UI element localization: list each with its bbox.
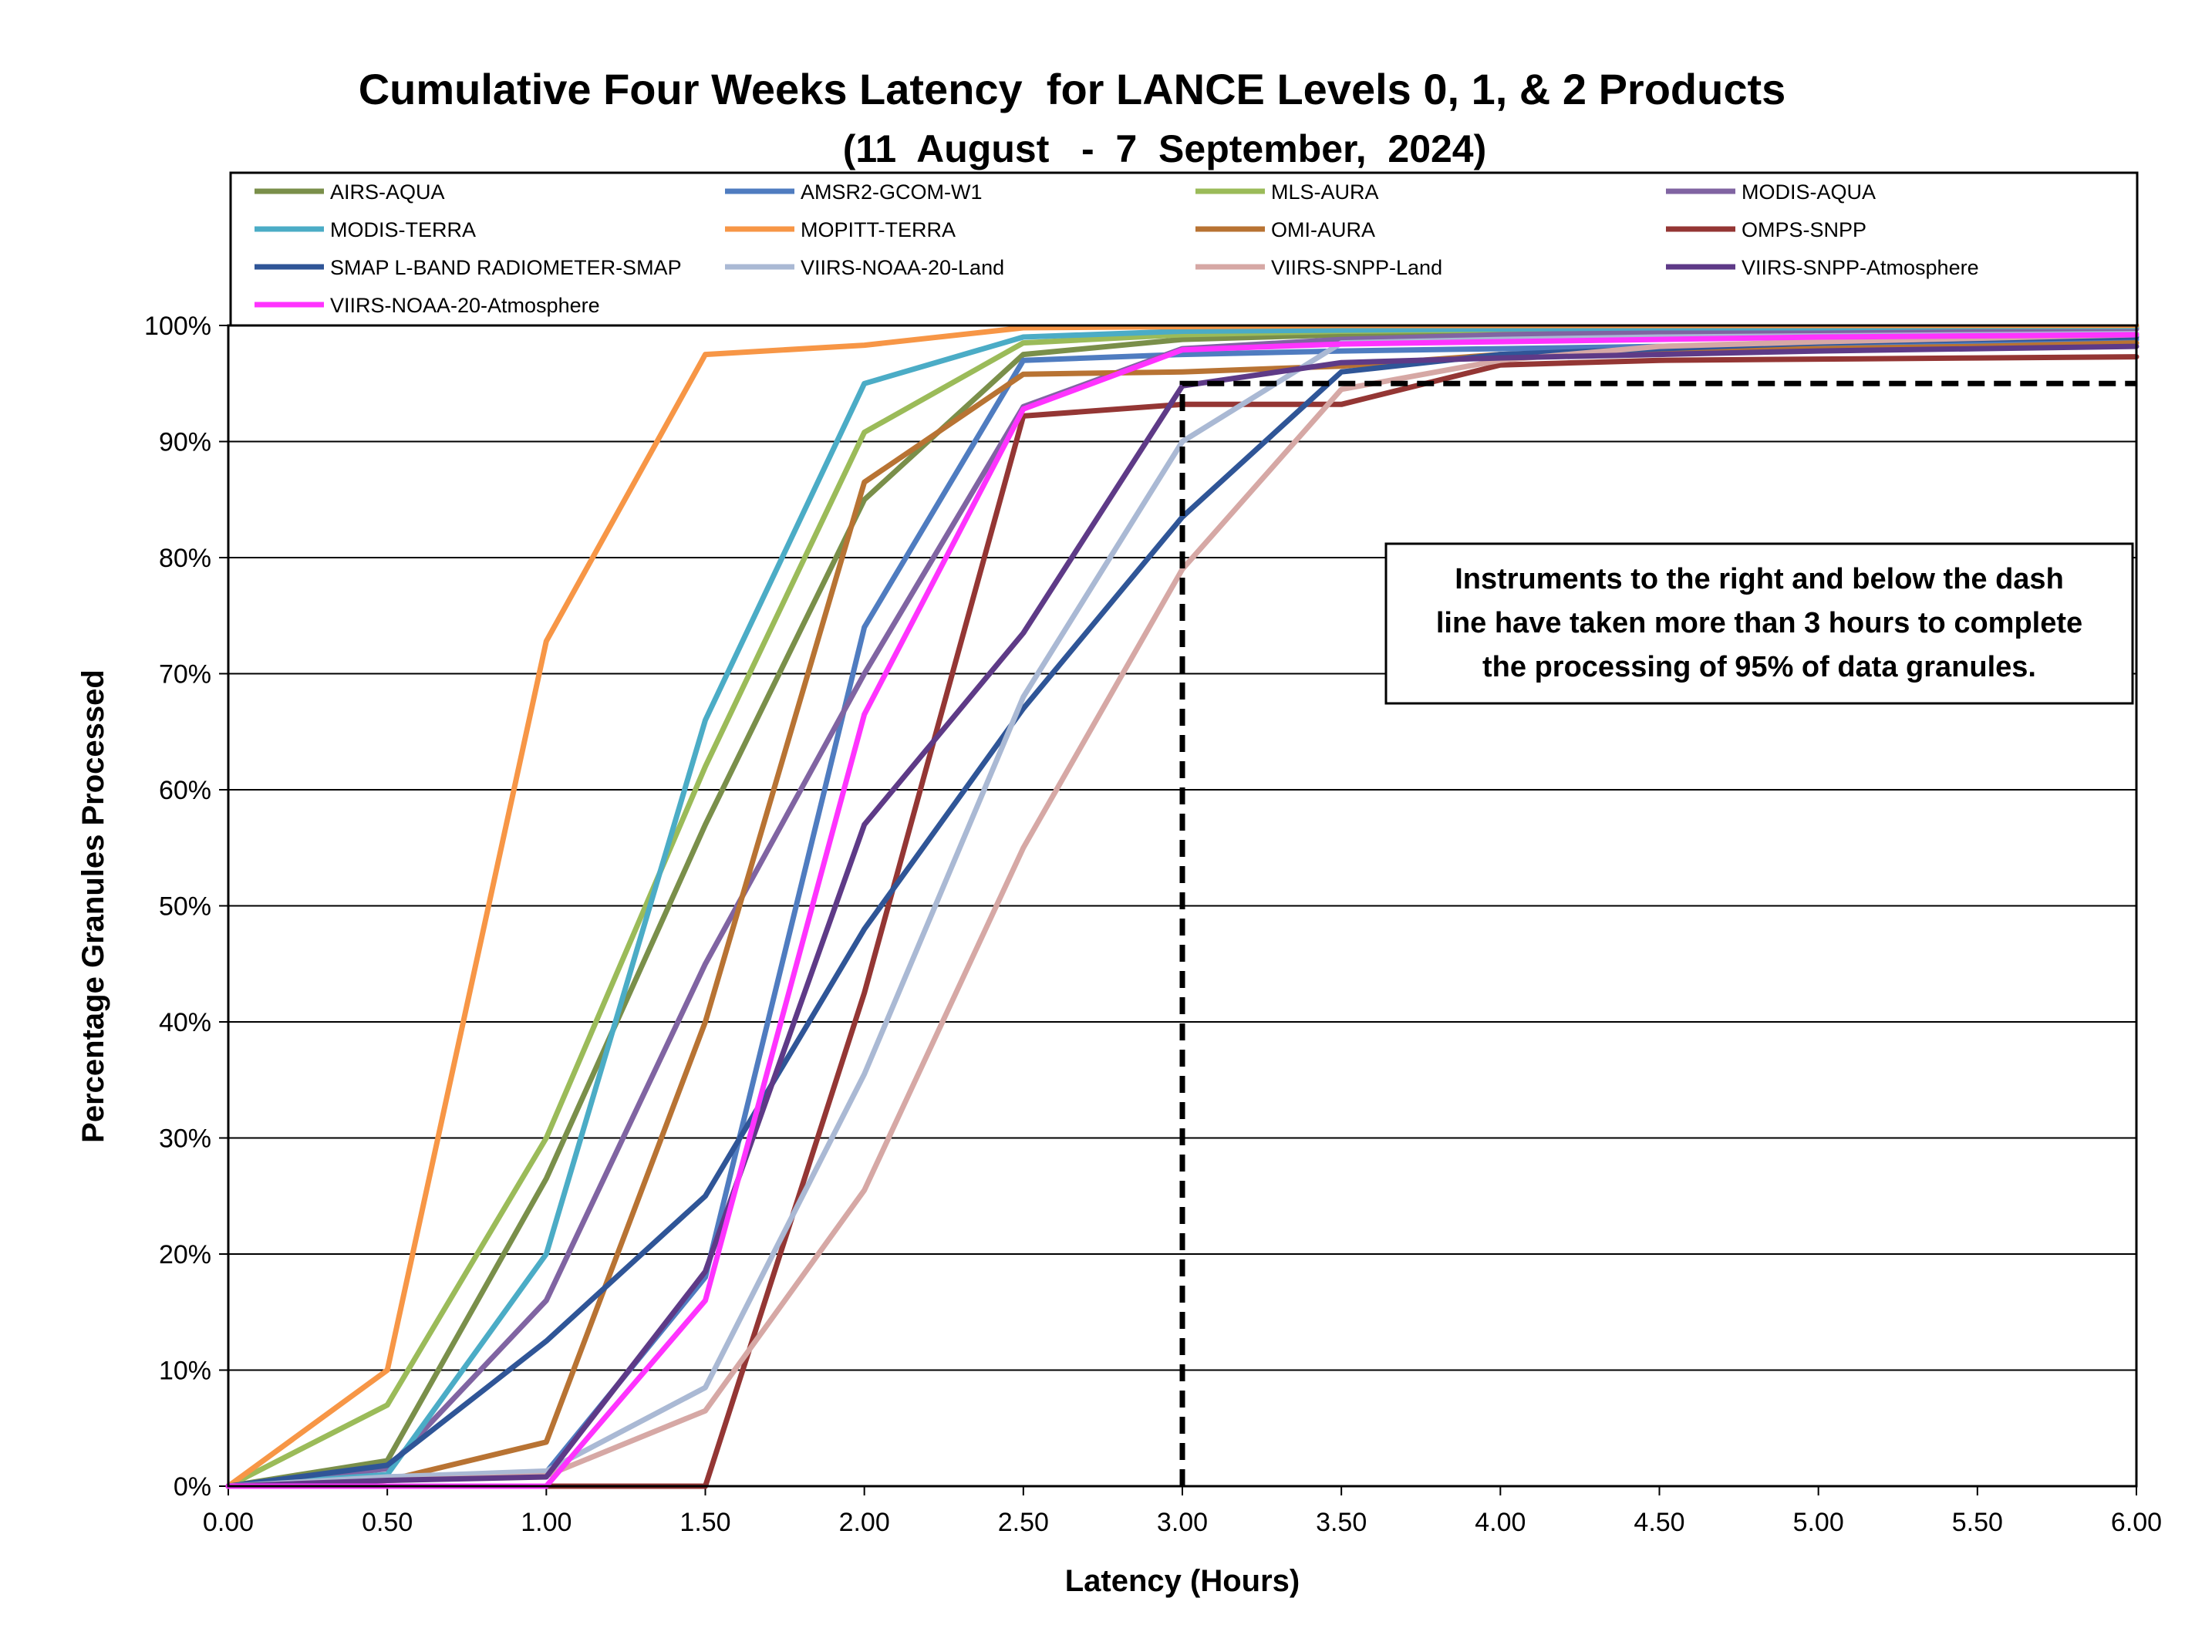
legend-label: VIIRS-NOAA-20-Atmosphere [330, 294, 600, 317]
x-tick-label: 5.50 [1952, 1508, 2003, 1537]
legend-label: OMI-AURA [1271, 218, 1375, 241]
legend-item: VIIRS-SNPP-Atmosphere [1666, 256, 1979, 279]
legend-item: VIIRS-NOAA-20-Atmosphere [255, 294, 600, 317]
legend-label: MODIS-AQUA [1742, 180, 1876, 204]
y-tick-label: 80% [159, 544, 211, 573]
legend-item: OMPS-SNPP [1666, 218, 1866, 241]
legend-box [229, 171, 2139, 327]
y-tick-label: 60% [159, 776, 211, 805]
x-axis-ticks: 0.00 0.50 1.00 1.50 2.00 2.50 3.00 3.50 4.00 4.50… [203, 1486, 2162, 1537]
annotation-line-3: the processing of 95% of data granules. [1482, 651, 2036, 683]
legend-item: AIRS-AQUA [255, 180, 445, 204]
legend-item: MOPITT-TERRA [725, 218, 956, 241]
legend-label: MLS-AURA [1271, 180, 1379, 204]
x-tick-label: 1.50 [679, 1508, 730, 1537]
chart-title: Cumulative Four Weeks Latency for LANCE … [359, 65, 1786, 113]
legend-label: AIRS-AQUA [330, 180, 445, 204]
legend-item: MODIS-TERRA [255, 218, 476, 241]
threshold-line [1179, 380, 2136, 1486]
chart-subtitle: (11 August - 7 September, 2024) [843, 127, 1487, 170]
legend-label: MOPITT-TERRA [801, 218, 956, 241]
y-axis-label: Percentage Granules Processed [76, 669, 110, 1143]
legend-item: SMAP L-BAND RADIOMETER-SMAP [255, 256, 682, 279]
legend: AIRS-AQUA AMSR2-GCOM-W1 MLS-AURA MODIS-AQUA… [229, 171, 2139, 327]
legend-item: VIIRS-NOAA-20-Land [725, 256, 1004, 279]
y-axis-ticks: 0% 10% 20% 30% 40% 50% 60% 70% 80% 90% 100% [144, 312, 228, 1502]
annotation-box: Instruments to the right and below the d… [1384, 542, 2134, 705]
y-tick-label: 40% [159, 1008, 211, 1037]
x-tick-label: 0.00 [203, 1508, 254, 1537]
annotation-frame [1384, 542, 2134, 705]
x-tick-label: 4.50 [1634, 1508, 1684, 1537]
x-tick-label: 3.00 [1157, 1508, 1208, 1537]
x-tick-label: 5.00 [1793, 1508, 1844, 1537]
x-tick-label: 2.00 [839, 1508, 890, 1537]
y-tick-label: 20% [159, 1240, 211, 1269]
legend-item: OMI-AURA [1195, 218, 1375, 241]
x-tick-label: 0.50 [362, 1508, 413, 1537]
y-tick-label: 70% [159, 660, 211, 689]
y-tick-label: 0% [174, 1472, 211, 1502]
threshold-dash-line [1179, 380, 2136, 1486]
legend-item: MODIS-AQUA [1666, 180, 1876, 204]
x-tick-label: 3.50 [1316, 1508, 1367, 1537]
y-tick-label: 50% [159, 892, 211, 922]
x-axis-label: Latency (Hours) [1065, 1564, 1300, 1598]
x-tick-label: 1.00 [521, 1508, 572, 1537]
x-tick-label: 6.00 [2111, 1508, 2162, 1537]
y-tick-label: 30% [159, 1124, 211, 1154]
legend-label: VIIRS-SNPP-Land [1271, 256, 1442, 279]
legend-label: VIIRS-NOAA-20-Land [801, 256, 1004, 279]
x-tick-label: 4.00 [1475, 1508, 1526, 1537]
legend-label: AMSR2-GCOM-W1 [801, 180, 983, 204]
y-tick-label: 90% [159, 428, 211, 457]
legend-label: SMAP L-BAND RADIOMETER-SMAP [330, 256, 682, 279]
annotation-line-1: Instruments to the right and below the d… [1455, 563, 2064, 595]
legend-item: VIIRS-SNPP-Land [1195, 256, 1442, 279]
annotation-line-2: line have taken more than 3 hours to com… [1436, 607, 2082, 639]
legend-label: MODIS-TERRA [330, 218, 476, 241]
legend-item: MLS-AURA [1195, 180, 1379, 204]
legend-item: AMSR2-GCOM-W1 [725, 180, 983, 204]
y-tick-label: 100% [144, 312, 211, 341]
y-tick-label: 10% [159, 1357, 211, 1386]
legend-label: OMPS-SNPP [1742, 218, 1866, 241]
x-tick-label: 2.50 [998, 1508, 1049, 1537]
legend-label: VIIRS-SNPP-Atmosphere [1742, 256, 1979, 279]
